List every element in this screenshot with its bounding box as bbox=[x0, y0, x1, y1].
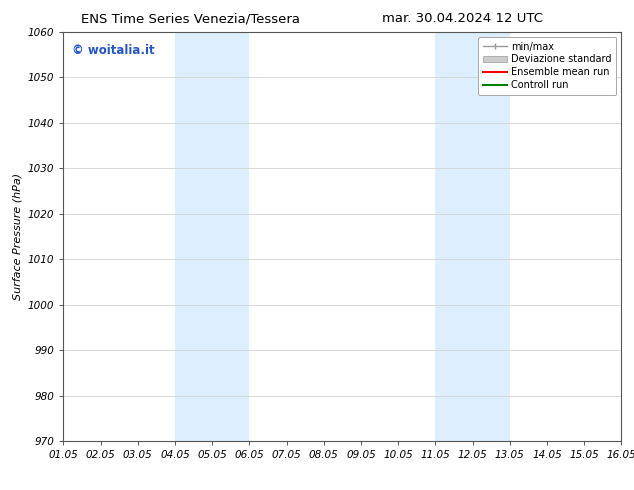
Y-axis label: Surface Pressure (hPa): Surface Pressure (hPa) bbox=[12, 173, 22, 300]
Text: mar. 30.04.2024 12 UTC: mar. 30.04.2024 12 UTC bbox=[382, 12, 543, 25]
Bar bbox=[436, 32, 510, 441]
Text: © woitalia.it: © woitalia.it bbox=[72, 44, 155, 57]
Text: ENS Time Series Venezia/Tessera: ENS Time Series Venezia/Tessera bbox=[81, 12, 300, 25]
Bar bbox=[175, 32, 249, 441]
Legend: min/max, Deviazione standard, Ensemble mean run, Controll run: min/max, Deviazione standard, Ensemble m… bbox=[478, 37, 616, 95]
